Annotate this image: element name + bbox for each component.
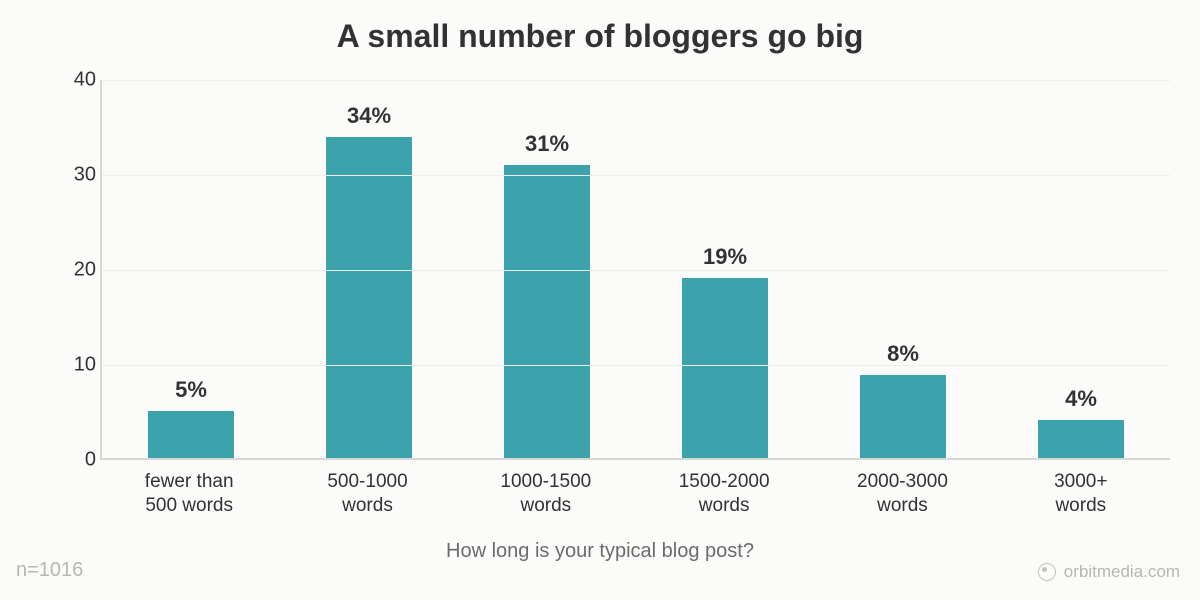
y-tick-label: 40 xyxy=(60,69,96,92)
bar-value-label: 4% xyxy=(1065,386,1097,412)
gridline xyxy=(102,270,1170,271)
plot-area: 5% 34% 31% 19% 8% 4% xyxy=(100,80,1170,460)
y-tick-label: 30 xyxy=(60,164,96,187)
chart-area: 5%34%31%19%8%4% fewer than 500 words500-… xyxy=(60,80,1170,460)
bar-slot: 34% xyxy=(280,80,458,458)
attribution: orbitmedia.com xyxy=(1038,562,1180,582)
x-category-label: 1000-1500 words xyxy=(457,470,635,518)
bar: 5% xyxy=(148,411,233,458)
bar: 4% xyxy=(1038,420,1123,458)
y-tick-label: 20 xyxy=(60,259,96,282)
bar-value-label: 5% xyxy=(175,377,207,403)
bar-value-label: 31% xyxy=(525,131,569,157)
x-category-label: 2000-3000 words xyxy=(813,470,991,518)
sample-size-footnote: n=1016 xyxy=(16,559,83,582)
x-category-label: fewer than 500 words xyxy=(100,470,278,518)
bars-container: 5% 34% 31% 19% 8% 4% xyxy=(102,80,1170,458)
bar-value-label: 8% xyxy=(887,341,919,367)
chart-subtitle: How long is your typical blog post? xyxy=(0,540,1200,563)
bar: 8% xyxy=(860,375,945,458)
bar-value-label: 19% xyxy=(703,244,747,270)
bar: 34% xyxy=(326,137,411,458)
x-category-label: 3000+ words xyxy=(992,470,1170,518)
bar: 19% xyxy=(682,278,767,458)
bar-slot: 4% xyxy=(992,80,1170,458)
y-tick-label: 10 xyxy=(60,354,96,377)
chart-title: A small number of bloggers go big xyxy=(0,0,1200,55)
x-category-label: 500-1000 words xyxy=(278,470,456,518)
gridline xyxy=(102,175,1170,176)
bar-slot: 5% xyxy=(102,80,280,458)
bar-value-label: 34% xyxy=(347,103,391,129)
attribution-text: orbitmedia.com xyxy=(1064,562,1180,582)
gridline xyxy=(102,80,1170,81)
orbit-logo-icon xyxy=(1038,563,1056,581)
x-category-label: 1500-2000 words xyxy=(635,470,813,518)
gridline xyxy=(102,365,1170,366)
y-tick-label: 0 xyxy=(60,449,96,472)
x-axis-labels: fewer than 500 words500-1000 words1000-1… xyxy=(100,470,1170,518)
bar-slot: 8% xyxy=(814,80,992,458)
bar: 31% xyxy=(504,165,589,458)
bar-slot: 19% xyxy=(636,80,814,458)
bar-slot: 31% xyxy=(458,80,636,458)
